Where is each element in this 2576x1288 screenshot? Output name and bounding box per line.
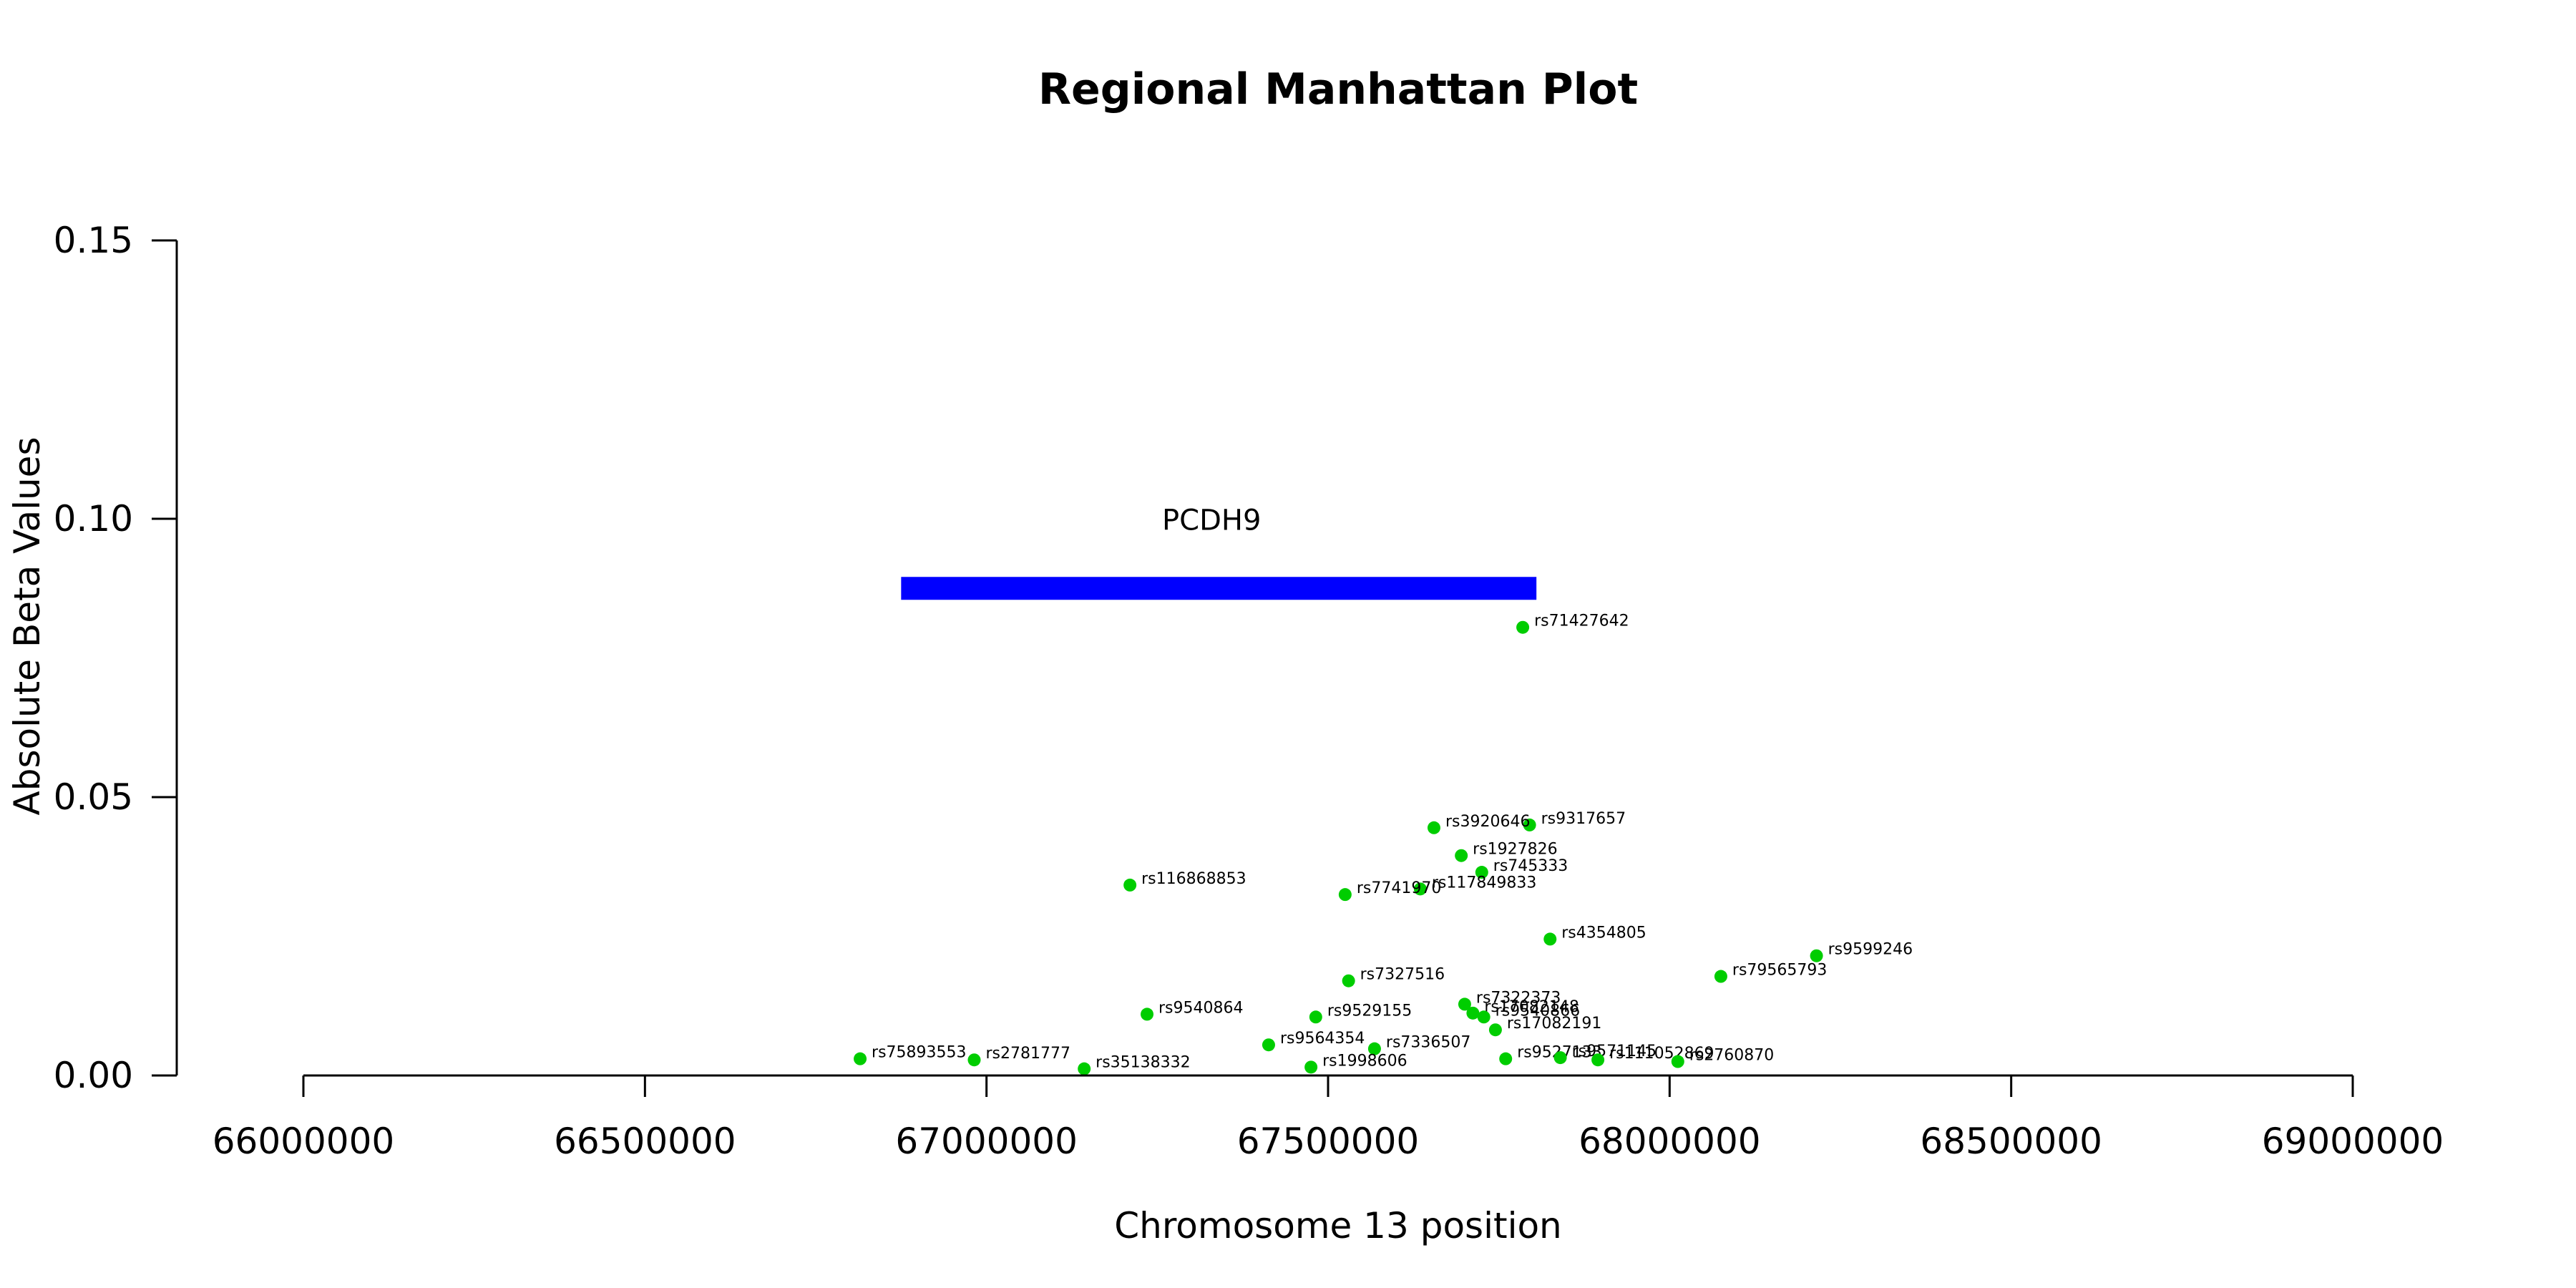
snp-label: rs2760870 [1689, 1047, 1775, 1065]
snp-point [1714, 970, 1727, 983]
snp-label: rs79565793 [1732, 962, 1827, 980]
snp-point [1141, 1008, 1154, 1021]
snp-label: rs17082191 [1507, 1015, 1601, 1033]
snp-point [854, 1052, 867, 1065]
y-axis-label: Absolute Beta Values [6, 437, 48, 816]
snp-label: rs1927826 [1473, 841, 1558, 859]
x-tick-label: 67000000 [895, 1121, 1078, 1162]
x-tick-label: 66500000 [554, 1121, 736, 1162]
snp-point [1488, 1023, 1502, 1037]
chart-title: Regional Manhattan Plot [1038, 64, 1638, 114]
snp-point [1810, 949, 1823, 962]
gene-bar [901, 577, 1537, 600]
snp-label: rs111052869 [1609, 1045, 1714, 1063]
snp-label: rs9317657 [1541, 810, 1626, 828]
x-axis: 66000000 66500000 67000000 67500000 68000000… [213, 1074, 2444, 1162]
plot-area: PCDH9 rs71427642 rs9317657 rs3920646 rs19278… [854, 504, 1913, 1075]
snp-point [1671, 1055, 1684, 1068]
gene-label: PCDH9 [1162, 504, 1261, 537]
y-tick-label: 0.00 [54, 1055, 133, 1096]
snp-label: rs9529155 [1327, 1002, 1413, 1020]
snp-point [1455, 849, 1468, 862]
snp-label: rs2781777 [985, 1045, 1070, 1063]
snp-point [1458, 997, 1471, 1011]
x-tick-label: 66000000 [213, 1121, 395, 1162]
snp-label: rs9564354 [1280, 1030, 1365, 1048]
snp-point [1309, 1010, 1322, 1024]
snp-label: rs9540864 [1158, 999, 1244, 1017]
snp-label: rs4354805 [1561, 924, 1646, 942]
snp-label: rs117849833 [1432, 874, 1536, 892]
y-axis: 0.00 0.05 0.10 0.15 [54, 220, 178, 1096]
snp-point [1477, 1010, 1491, 1024]
snp-point [1523, 818, 1536, 831]
snp-label: rs1998606 [1322, 1052, 1407, 1070]
snp-point [1338, 888, 1352, 902]
snp-label: rs7336507 [1386, 1034, 1471, 1052]
snp-label: rs9599246 [1828, 941, 1913, 959]
snp-point [1543, 932, 1557, 946]
x-tick-label: 69000000 [2262, 1121, 2444, 1162]
x-axis-label: Chromosome 13 position [1114, 1205, 1562, 1246]
snp-point [1078, 1062, 1091, 1075]
snp-point [1427, 821, 1440, 834]
snp-label: rs7327516 [1360, 966, 1445, 984]
x-tick-label: 68500000 [1920, 1121, 2102, 1162]
snp-point [1475, 866, 1488, 879]
snp-label: rs9571145 [1572, 1043, 1657, 1060]
snp-label: rs35138332 [1096, 1054, 1190, 1072]
snp-label: rs7322373 [1476, 989, 1561, 1007]
snp-label: rs9540866 [1496, 1002, 1581, 1020]
snp-point [1342, 974, 1355, 987]
x-tick-label: 67500000 [1237, 1121, 1420, 1162]
y-tick-label: 0.10 [54, 498, 133, 540]
snp-point [1367, 1042, 1381, 1055]
snp-label: rs116868853 [1141, 870, 1246, 888]
snp-point [1304, 1060, 1318, 1074]
snp-label: rs3920646 [1445, 813, 1531, 831]
snp-label: rs71427642 [1534, 613, 1629, 630]
snp-point [1553, 1051, 1567, 1065]
snp-point [1123, 878, 1137, 892]
snp-point [1499, 1052, 1513, 1065]
snp-point [1591, 1053, 1605, 1067]
snp-label: rs7741970 [1357, 879, 1442, 897]
snp-label: rs75893553 [872, 1044, 966, 1062]
snp-label: rs17082148 [1484, 998, 1579, 1016]
snp-point [1262, 1038, 1275, 1052]
snp-point [1516, 620, 1530, 634]
x-tick-label: 68000000 [1579, 1121, 1761, 1162]
y-tick-label: 0.15 [54, 220, 133, 261]
snp-point [967, 1053, 981, 1067]
y-tick-label: 0.05 [54, 776, 133, 818]
snp-point [1466, 1006, 1480, 1020]
snp-point [1413, 882, 1427, 896]
snp-label: rs745333 [1493, 857, 1568, 875]
